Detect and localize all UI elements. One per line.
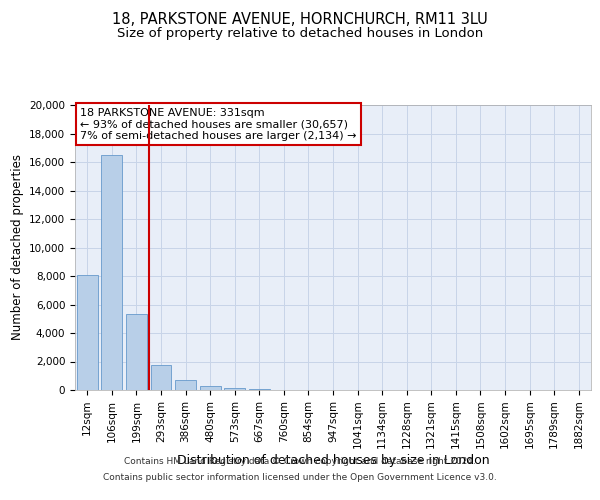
Bar: [151, 365, 172, 390]
Text: Contains public sector information licensed under the Open Government Licence v3: Contains public sector information licen…: [103, 472, 497, 482]
Y-axis label: Number of detached properties: Number of detached properties: [11, 154, 23, 340]
Bar: [101, 155, 122, 390]
Bar: [200, 386, 221, 390]
Bar: [175, 380, 196, 390]
Text: Contains HM Land Registry data © Crown copyright and database right 2024.: Contains HM Land Registry data © Crown c…: [124, 458, 476, 466]
Bar: [224, 388, 245, 390]
Bar: [126, 314, 147, 390]
Text: 18 PARKSTONE AVENUE: 331sqm
← 93% of detached houses are smaller (30,657)
7% of : 18 PARKSTONE AVENUE: 331sqm ← 93% of det…: [80, 108, 356, 141]
Bar: [249, 389, 270, 390]
Text: Size of property relative to detached houses in London: Size of property relative to detached ho…: [117, 28, 483, 40]
Bar: [77, 274, 98, 390]
X-axis label: Distribution of detached houses by size in London: Distribution of detached houses by size …: [176, 454, 490, 467]
Text: 18, PARKSTONE AVENUE, HORNCHURCH, RM11 3LU: 18, PARKSTONE AVENUE, HORNCHURCH, RM11 3…: [112, 12, 488, 28]
